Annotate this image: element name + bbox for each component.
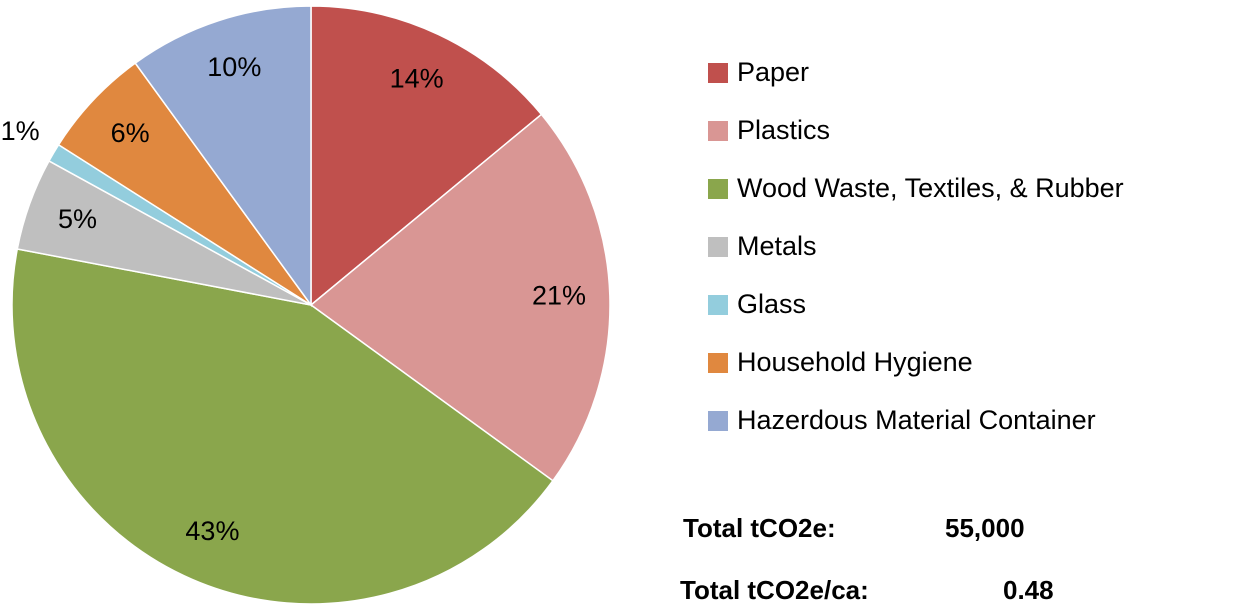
pie-slice — [134, 5, 312, 308]
pie-slice — [310, 5, 543, 307]
total-label: Total tCO2e/ca: — [680, 575, 869, 605]
total-value: 55,000 — [945, 513, 1025, 543]
legend-swatch — [708, 295, 728, 315]
legend-label: Paper — [737, 57, 809, 87]
data-label: 14% — [390, 64, 444, 94]
legend-swatch — [708, 121, 728, 141]
pie-slice — [11, 248, 554, 605]
data-label: 5% — [58, 204, 97, 234]
legend-label: Household Hygiene — [737, 347, 973, 377]
legend-swatch — [708, 63, 728, 83]
data-label: 21% — [532, 280, 586, 310]
data-label: 10% — [207, 52, 261, 82]
data-label: 6% — [111, 118, 150, 148]
legend-label: Metals — [737, 231, 817, 261]
legend-swatch — [708, 411, 728, 431]
legend-label: Wood Waste, Textiles, & Rubber — [737, 173, 1124, 203]
data-label: 1% — [1, 116, 40, 146]
legend-label: Plastics — [737, 115, 830, 145]
legend-swatch — [708, 179, 728, 199]
total-value: 0.48 — [1003, 575, 1054, 605]
legend-swatch — [708, 237, 728, 257]
legend-label: Hazerdous Material Container — [737, 405, 1096, 435]
total-label: Total tCO2e: — [683, 513, 836, 543]
legend-label: Glass — [737, 289, 806, 319]
legend-swatch — [708, 353, 728, 373]
pie-slice — [309, 113, 611, 482]
data-label: 43% — [185, 516, 239, 546]
